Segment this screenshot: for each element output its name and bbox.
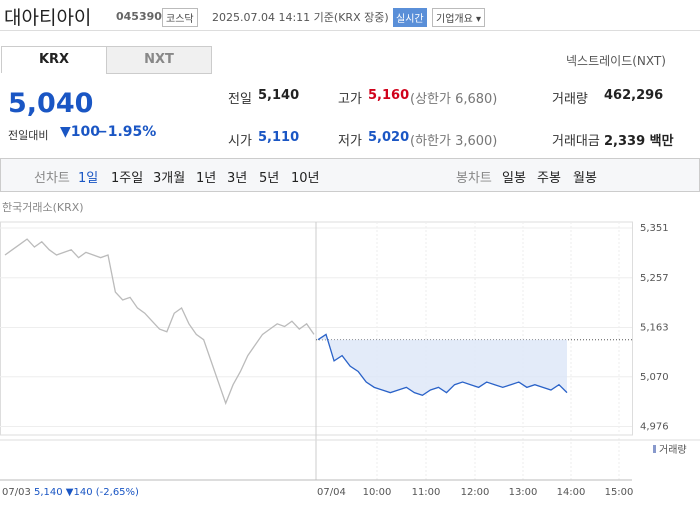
chart-source: 한국거래소(KRX) <box>2 201 84 214</box>
tab-krx[interactable]: KRX <box>1 46 107 73</box>
y-tick-label: 4,976 <box>640 422 669 433</box>
x-tick-label: 12:00 <box>461 487 490 498</box>
change-pct: −1.95% <box>96 124 157 140</box>
range-shade <box>318 334 567 396</box>
header-bar <box>0 0 700 31</box>
stock-code: 045390 <box>116 10 162 23</box>
y-tick-label: 5,257 <box>640 273 669 284</box>
stat-value: 2,339 백만 <box>604 134 674 149</box>
line-chart-label: 선차트 <box>34 171 70 186</box>
nxt-link[interactable]: 넥스트레이드(NXT) <box>566 54 666 68</box>
period-option[interactable]: 3년 <box>227 171 248 186</box>
prev-summary: 5,140 ▼140 (-2,65%) <box>34 487 139 498</box>
x-tick-label: 13:00 <box>509 487 538 498</box>
candle-chart-label: 봉차트 <box>456 171 492 186</box>
market-badge: 코스닥 <box>162 8 198 27</box>
company-info: 기업개요 <box>436 14 473 25</box>
candle-option[interactable]: 주봉 <box>537 171 561 186</box>
stat-value: 5,110 <box>258 130 300 145</box>
period-option[interactable]: 1년 <box>196 171 217 186</box>
stat-limit: (하한가 3,600) <box>410 134 498 149</box>
timestamp: 2025.07.04 14:11 기준(KRX 장중) <box>212 11 389 24</box>
stat-label: 고가 <box>338 92 362 107</box>
stat-limit: (상한가 6,680) <box>410 92 498 107</box>
y-tick-label: 5,163 <box>640 323 669 334</box>
change-label: 전일대비 <box>8 129 49 142</box>
candle-option[interactable]: 월봉 <box>573 171 597 186</box>
change-value: 100 <box>70 124 101 140</box>
company-info-button[interactable]: 기업개요 ▾ <box>432 8 486 27</box>
period-bar <box>0 158 700 192</box>
realtime-button[interactable]: 실시간 <box>393 8 427 27</box>
stat-label: 전일 <box>228 92 252 107</box>
volume-legend-swatch <box>653 445 656 453</box>
x-tick-label: 11:00 <box>412 487 441 498</box>
x-tick-label: 14:00 <box>557 487 586 498</box>
stat-label: 시가 <box>228 134 252 149</box>
candle-option[interactable]: 일봉 <box>502 171 526 186</box>
stat-label: 거래량 <box>552 92 588 107</box>
y-tick-label: 5,070 <box>640 372 669 383</box>
stat-value: 5,160 <box>368 88 410 103</box>
current-price: 5,040 <box>8 88 94 119</box>
chart: 한국거래소(KRX) 5,351 5,257 5,163 5,070 4,976 07/03… <box>0 201 700 498</box>
stat-value: 5,140 <box>258 88 300 103</box>
price-line <box>4 238 315 406</box>
stock-name: 대아티아이 <box>4 7 92 29</box>
x-tick-label: 07/04 <box>317 487 346 498</box>
stat-label: 저가 <box>338 134 362 149</box>
stat-value: 462,296 <box>604 88 664 103</box>
stat-value: 5,020 <box>368 130 410 145</box>
x-tick-label: 07/03 <box>2 487 31 498</box>
change: ▼100 <box>60 124 101 140</box>
volume-legend: 거래량 <box>659 444 687 456</box>
period-option[interactable]: 3개월 <box>153 171 186 186</box>
tab-nxt[interactable]: NXT <box>106 46 212 74</box>
period-option[interactable]: 10년 <box>291 171 320 186</box>
x-tick-label: 15:00 <box>605 487 634 498</box>
stat-label: 거래대금 <box>552 134 600 149</box>
y-tick-label: 5,351 <box>640 223 669 234</box>
period-option[interactable]: 5년 <box>259 171 280 186</box>
period-option[interactable]: 1주일 <box>111 171 144 186</box>
period-option[interactable]: 1일 <box>78 171 99 186</box>
x-tick-label: 10:00 <box>363 487 392 498</box>
price-line <box>317 333 568 397</box>
